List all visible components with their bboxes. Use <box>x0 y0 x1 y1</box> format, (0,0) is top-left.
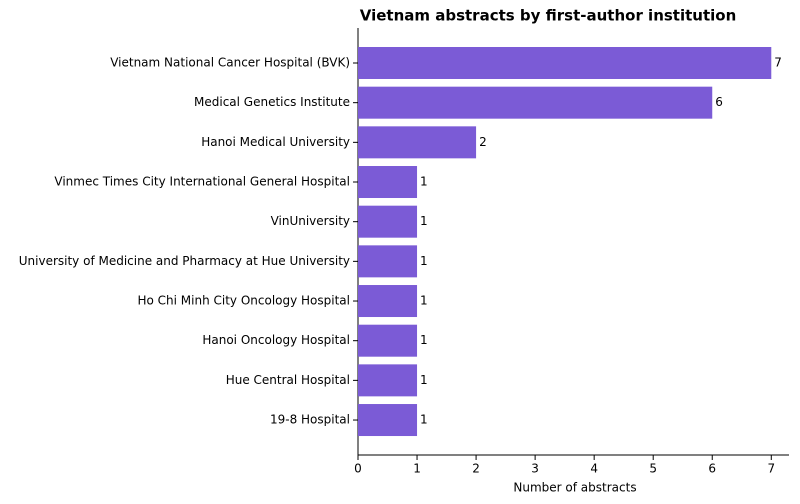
y-tick-label: Vinmec Times City International General … <box>54 175 350 189</box>
x-tick-label: 5 <box>649 462 657 476</box>
bar <box>358 285 418 318</box>
x-tick-label: 0 <box>354 462 362 476</box>
x-axis-label: Number of abstracts <box>513 481 636 495</box>
value-label: 1 <box>420 413 428 427</box>
value-label: 6 <box>715 95 723 109</box>
bar <box>358 47 772 79</box>
x-tick-label: 1 <box>413 462 421 476</box>
x-tick-label: 7 <box>767 462 775 476</box>
y-tick-label: Medical Genetics Institute <box>194 95 350 109</box>
bar <box>358 324 418 357</box>
bar <box>358 364 418 397</box>
bar <box>358 404 418 437</box>
y-tick-label: Hanoi Oncology Hospital <box>202 333 350 347</box>
bar <box>358 126 477 159</box>
x-tick-label: 3 <box>531 462 539 476</box>
value-label: 1 <box>420 254 428 268</box>
bar <box>358 205 418 238</box>
y-tick-label: Hue Central Hospital <box>226 373 350 387</box>
bar <box>358 166 418 199</box>
y-tick-label: Vietnam National Cancer Hospital (BVK) <box>110 56 350 70</box>
y-tick-label: Ho Chi Minh City Oncology Hospital <box>137 294 350 308</box>
y-tick-label: Hanoi Medical University <box>201 135 350 149</box>
y-tick-label: University of Medicine and Pharmacy at H… <box>19 254 350 268</box>
value-label: 1 <box>420 175 428 189</box>
x-tick-label: 6 <box>708 462 716 476</box>
x-tick-label: 2 <box>472 462 480 476</box>
value-label: 1 <box>420 294 428 308</box>
bar <box>358 86 713 119</box>
x-tick-label: 4 <box>590 462 598 476</box>
value-label: 2 <box>479 135 487 149</box>
value-label: 1 <box>420 373 428 387</box>
chart-title: Vietnam abstracts by first-author instit… <box>360 7 737 25</box>
y-tick-label: VinUniversity <box>271 214 350 228</box>
value-label: 1 <box>420 214 428 228</box>
y-tick-label: 19-8 Hospital <box>270 413 350 427</box>
value-label: 1 <box>420 333 428 347</box>
value-label: 7 <box>774 56 782 70</box>
bar <box>358 245 418 278</box>
